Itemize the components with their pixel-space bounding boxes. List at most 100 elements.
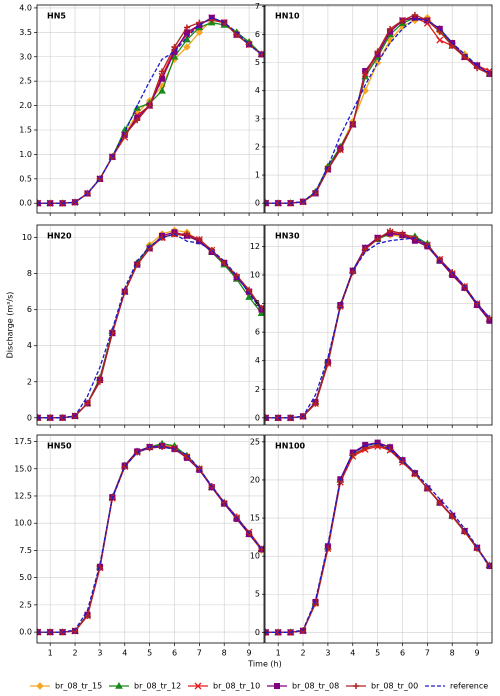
y-tick-label: 10.0 bbox=[14, 519, 32, 528]
y-tick-label: 1 bbox=[255, 171, 260, 180]
x-tick-label: 4 bbox=[350, 649, 355, 658]
legend-label: br_08_tr_10 bbox=[213, 682, 260, 691]
x-tick-label: 6 bbox=[172, 649, 177, 658]
marker bbox=[257, 309, 264, 317]
marker bbox=[171, 43, 178, 50]
marker bbox=[374, 48, 381, 55]
marker bbox=[486, 563, 492, 570]
x-tick-label: 2 bbox=[300, 649, 305, 658]
series-group: br_08_tr_15br_08_tr_12br_08_tr_10br_08_t… bbox=[265, 227, 492, 422]
marker bbox=[84, 612, 91, 619]
plot-area bbox=[265, 225, 492, 425]
marker bbox=[411, 11, 418, 18]
y-tick-label: 8 bbox=[255, 299, 260, 308]
x-tick-label: 7 bbox=[425, 649, 430, 658]
marker bbox=[159, 68, 166, 75]
marker bbox=[486, 314, 492, 321]
marker bbox=[436, 499, 443, 506]
series-line: reference bbox=[265, 18, 490, 204]
x-tick-label: 3 bbox=[97, 649, 102, 658]
y-tick-label: 1.5 bbox=[19, 125, 32, 134]
marker bbox=[183, 24, 190, 31]
marker bbox=[109, 330, 116, 337]
series-line: reference bbox=[265, 442, 491, 633]
marker bbox=[387, 446, 394, 453]
plot-frame bbox=[264, 4, 493, 214]
marker bbox=[258, 51, 264, 58]
y-tick-label: 10 bbox=[250, 271, 260, 280]
panel-title: HN10 bbox=[275, 12, 300, 21]
panel-title: HN30 bbox=[275, 232, 300, 241]
panel: 0246810br_08_tr_15br_08_tr_12br_08_tr_10… bbox=[22, 224, 265, 428]
y-tick-label: 5.0 bbox=[19, 573, 32, 582]
y-tick-label: 15.0 bbox=[14, 464, 32, 473]
marker bbox=[274, 683, 280, 689]
plot-area bbox=[265, 5, 492, 213]
marker bbox=[258, 546, 264, 553]
plot-frame bbox=[264, 434, 493, 644]
y-tick-label: 0 bbox=[255, 413, 260, 422]
y-tick-label: 0 bbox=[27, 413, 32, 422]
y-tick-label: 0 bbox=[255, 199, 260, 208]
y-tick-label: 0.5 bbox=[19, 174, 32, 183]
x-tick-label: 4 bbox=[122, 649, 127, 658]
x-tick-label: 8 bbox=[450, 649, 455, 658]
y-tick-label: 20 bbox=[250, 475, 260, 484]
panel: 0 2 4 6 8 10 12 br_08_tr_15br_08_tr_12br_08_tr_… bbox=[250, 224, 493, 428]
marker bbox=[474, 65, 481, 72]
marker bbox=[208, 247, 215, 254]
y-tick-label: 6 bbox=[255, 328, 260, 337]
marker bbox=[399, 17, 406, 24]
legend-label: reference bbox=[450, 682, 488, 691]
marker bbox=[158, 86, 166, 94]
marker bbox=[194, 682, 202, 690]
y-tick-label: 3.0 bbox=[19, 52, 32, 61]
legend: br_08_tr_15 br_08_tr_12 br_08_tr_10 br_08_t… bbox=[30, 682, 488, 691]
marker bbox=[221, 499, 228, 506]
x-tick-label: 2 bbox=[72, 649, 77, 658]
marker bbox=[474, 300, 481, 307]
y-tick-label: 4.0 bbox=[19, 3, 32, 12]
marker bbox=[387, 227, 394, 234]
marker bbox=[246, 286, 253, 293]
marker bbox=[121, 131, 128, 138]
y-tick-label: 0.0 bbox=[19, 199, 32, 208]
marker bbox=[486, 70, 492, 77]
marker bbox=[196, 236, 203, 243]
marker bbox=[353, 683, 359, 689]
plot-frame bbox=[36, 224, 265, 426]
plot-area bbox=[265, 435, 492, 643]
x-tick-label: 9 bbox=[475, 649, 480, 658]
marker bbox=[361, 87, 369, 95]
y-tick-label: 2.0 bbox=[19, 101, 32, 110]
legend-label: br_08_tr_12 bbox=[134, 682, 181, 691]
marker bbox=[399, 230, 406, 237]
y-axis-label: Discharge (m³/s) bbox=[6, 292, 15, 359]
x-tick-label: 1 bbox=[48, 649, 53, 658]
plot-area bbox=[37, 225, 264, 425]
marker bbox=[387, 25, 394, 32]
x-tick-label: 1 bbox=[276, 649, 281, 658]
marker bbox=[183, 43, 191, 51]
y-tick-label: 2 bbox=[27, 377, 32, 386]
y-tick-label: 2.5 bbox=[19, 77, 32, 86]
marker bbox=[196, 19, 203, 26]
y-tick-label: 1.0 bbox=[19, 150, 32, 159]
y-tick-label: 10 bbox=[22, 233, 32, 242]
x-tick-label: 9 bbox=[247, 649, 252, 658]
plot-area bbox=[37, 5, 264, 213]
plot-frame bbox=[36, 434, 265, 644]
marker bbox=[449, 513, 456, 520]
x-axis-label: Time (h) bbox=[247, 660, 281, 669]
marker bbox=[362, 246, 369, 253]
series-group: br_08_tr_15br_08_tr_12br_08_tr_10br_08_t… bbox=[265, 439, 492, 637]
y-tick-label: 6 bbox=[255, 30, 260, 39]
y-tick-label: 3.5 bbox=[19, 28, 32, 37]
marker bbox=[324, 360, 331, 367]
plot-area bbox=[37, 435, 264, 643]
marker bbox=[399, 458, 406, 465]
y-tick-label: 0 bbox=[255, 628, 260, 637]
marker bbox=[436, 36, 444, 44]
marker bbox=[424, 242, 431, 248]
